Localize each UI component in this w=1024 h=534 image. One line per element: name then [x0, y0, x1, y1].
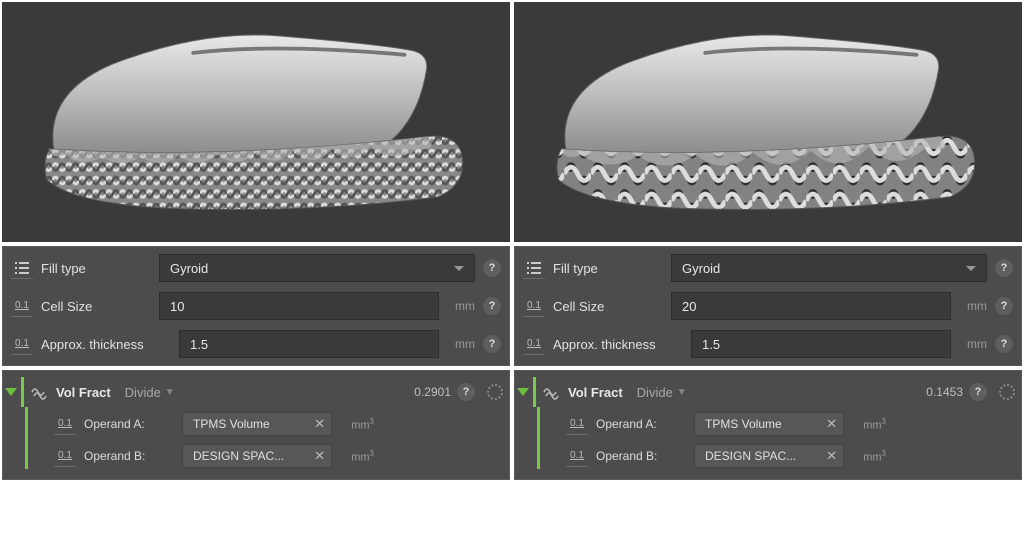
expand-toggle[interactable]	[5, 388, 17, 396]
help-icon[interactable]: ?	[969, 383, 987, 401]
viewport-right[interactable]	[514, 2, 1022, 242]
operand-a-label: Operand A:	[84, 417, 174, 431]
operand-b-chip[interactable]: DESIGN SPAC... ✕	[694, 444, 844, 468]
operand-a-value: TPMS Volume	[193, 417, 270, 431]
node-accent	[533, 377, 536, 407]
remove-icon[interactable]: ✕	[826, 448, 837, 464]
number-icon: 0.1	[54, 413, 76, 435]
operand-a-value: TPMS Volume	[705, 417, 782, 431]
cell-size-value: 10	[170, 299, 184, 314]
number-icon: 0.1	[566, 445, 588, 467]
remove-icon[interactable]: ✕	[826, 416, 837, 432]
cell-size-unit: mm	[447, 299, 475, 313]
chevron-down-icon: ▼	[677, 387, 687, 398]
cell-size-input[interactable]: 10	[159, 292, 439, 320]
fill-type-label: Fill type	[41, 261, 151, 276]
number-icon: 0.1	[566, 413, 588, 435]
operand-unit: mm3	[340, 449, 374, 464]
remove-icon[interactable]: ✕	[314, 448, 325, 464]
thickness-input[interactable]: 1.5	[179, 330, 439, 358]
thickness-label: Approx. thickness	[553, 337, 683, 352]
operand-a-label: Operand A:	[596, 417, 686, 431]
vol-fract-node-right: Vol Fract Divide ▼ 0.1453 ? 0.1 Operand …	[514, 370, 1022, 480]
number-icon: 0.1	[54, 445, 76, 467]
cell-size-unit: mm	[959, 299, 987, 313]
number-icon: 0.1	[523, 333, 545, 355]
fill-type-value: Gyroid	[682, 261, 720, 276]
number-icon: 0.1	[11, 295, 33, 317]
right-panel: Fill type Gyroid ? 0.1 Cell Size 20 mm ?…	[514, 2, 1022, 480]
fill-type-label: Fill type	[553, 261, 663, 276]
node-title: Vol Fract	[568, 385, 623, 400]
expand-toggle[interactable]	[517, 388, 529, 396]
operand-b-chip[interactable]: DESIGN SPAC... ✕	[182, 444, 332, 468]
thickness-unit: mm	[959, 337, 987, 351]
node-op-value: Divide	[637, 385, 673, 400]
cell-size-input[interactable]: 20	[671, 292, 951, 320]
node-result: 0.1453	[926, 385, 963, 399]
chevron-down-icon: ▼	[165, 387, 175, 398]
vol-fract-node-left: Vol Fract Divide ▼ 0.2901 ? 0.1 Operand …	[2, 370, 510, 480]
fill-type-value: Gyroid	[170, 261, 208, 276]
shoe-render-left	[22, 26, 489, 218]
properties-panel-right: Fill type Gyroid ? 0.1 Cell Size 20 mm ?…	[514, 246, 1022, 366]
operand-b-value: DESIGN SPAC...	[193, 449, 284, 463]
cell-size-value: 20	[682, 299, 696, 314]
thickness-value: 1.5	[190, 337, 208, 352]
node-op-value: Divide	[125, 385, 161, 400]
remove-icon[interactable]: ✕	[314, 416, 325, 432]
help-icon[interactable]: ?	[995, 297, 1013, 315]
node-operation-select[interactable]: Divide ▼	[125, 385, 175, 400]
help-icon[interactable]: ?	[995, 259, 1013, 277]
fill-type-select[interactable]: Gyroid	[159, 254, 475, 282]
list-icon	[523, 257, 545, 279]
operand-b-label: Operand B:	[596, 449, 686, 463]
wave-icon	[30, 382, 50, 402]
fill-type-select[interactable]: Gyroid	[671, 254, 987, 282]
operand-unit: mm3	[340, 417, 374, 432]
list-icon	[11, 257, 33, 279]
cell-size-label: Cell Size	[553, 299, 663, 314]
node-accent	[21, 377, 24, 407]
cell-size-label: Cell Size	[41, 299, 151, 314]
help-icon[interactable]: ?	[995, 335, 1013, 353]
gear-icon[interactable]	[487, 384, 503, 400]
help-icon[interactable]: ?	[483, 259, 501, 277]
thickness-unit: mm	[447, 337, 475, 351]
number-icon: 0.1	[11, 333, 33, 355]
help-icon[interactable]: ?	[483, 335, 501, 353]
node-title: Vol Fract	[56, 385, 111, 400]
help-icon[interactable]: ?	[457, 383, 475, 401]
node-operation-select[interactable]: Divide ▼	[637, 385, 687, 400]
operand-a-chip[interactable]: TPMS Volume ✕	[182, 412, 332, 436]
operand-unit: mm3	[852, 417, 886, 432]
operand-b-value: DESIGN SPAC...	[705, 449, 796, 463]
operand-unit: mm3	[852, 449, 886, 464]
help-icon[interactable]: ?	[483, 297, 501, 315]
thickness-value: 1.5	[702, 337, 720, 352]
comparison-grid: Fill type Gyroid ? 0.1 Cell Size 10 mm ?…	[0, 0, 1024, 482]
left-panel: Fill type Gyroid ? 0.1 Cell Size 10 mm ?…	[2, 2, 510, 480]
thickness-input[interactable]: 1.5	[691, 330, 951, 358]
gear-icon[interactable]	[999, 384, 1015, 400]
thickness-label: Approx. thickness	[41, 337, 171, 352]
viewport-left[interactable]	[2, 2, 510, 242]
wave-icon	[542, 382, 562, 402]
node-result: 0.2901	[414, 385, 451, 399]
properties-panel-left: Fill type Gyroid ? 0.1 Cell Size 10 mm ?…	[2, 246, 510, 366]
shoe-render-right	[534, 26, 1001, 218]
operand-a-chip[interactable]: TPMS Volume ✕	[694, 412, 844, 436]
number-icon: 0.1	[523, 295, 545, 317]
operand-b-label: Operand B:	[84, 449, 174, 463]
